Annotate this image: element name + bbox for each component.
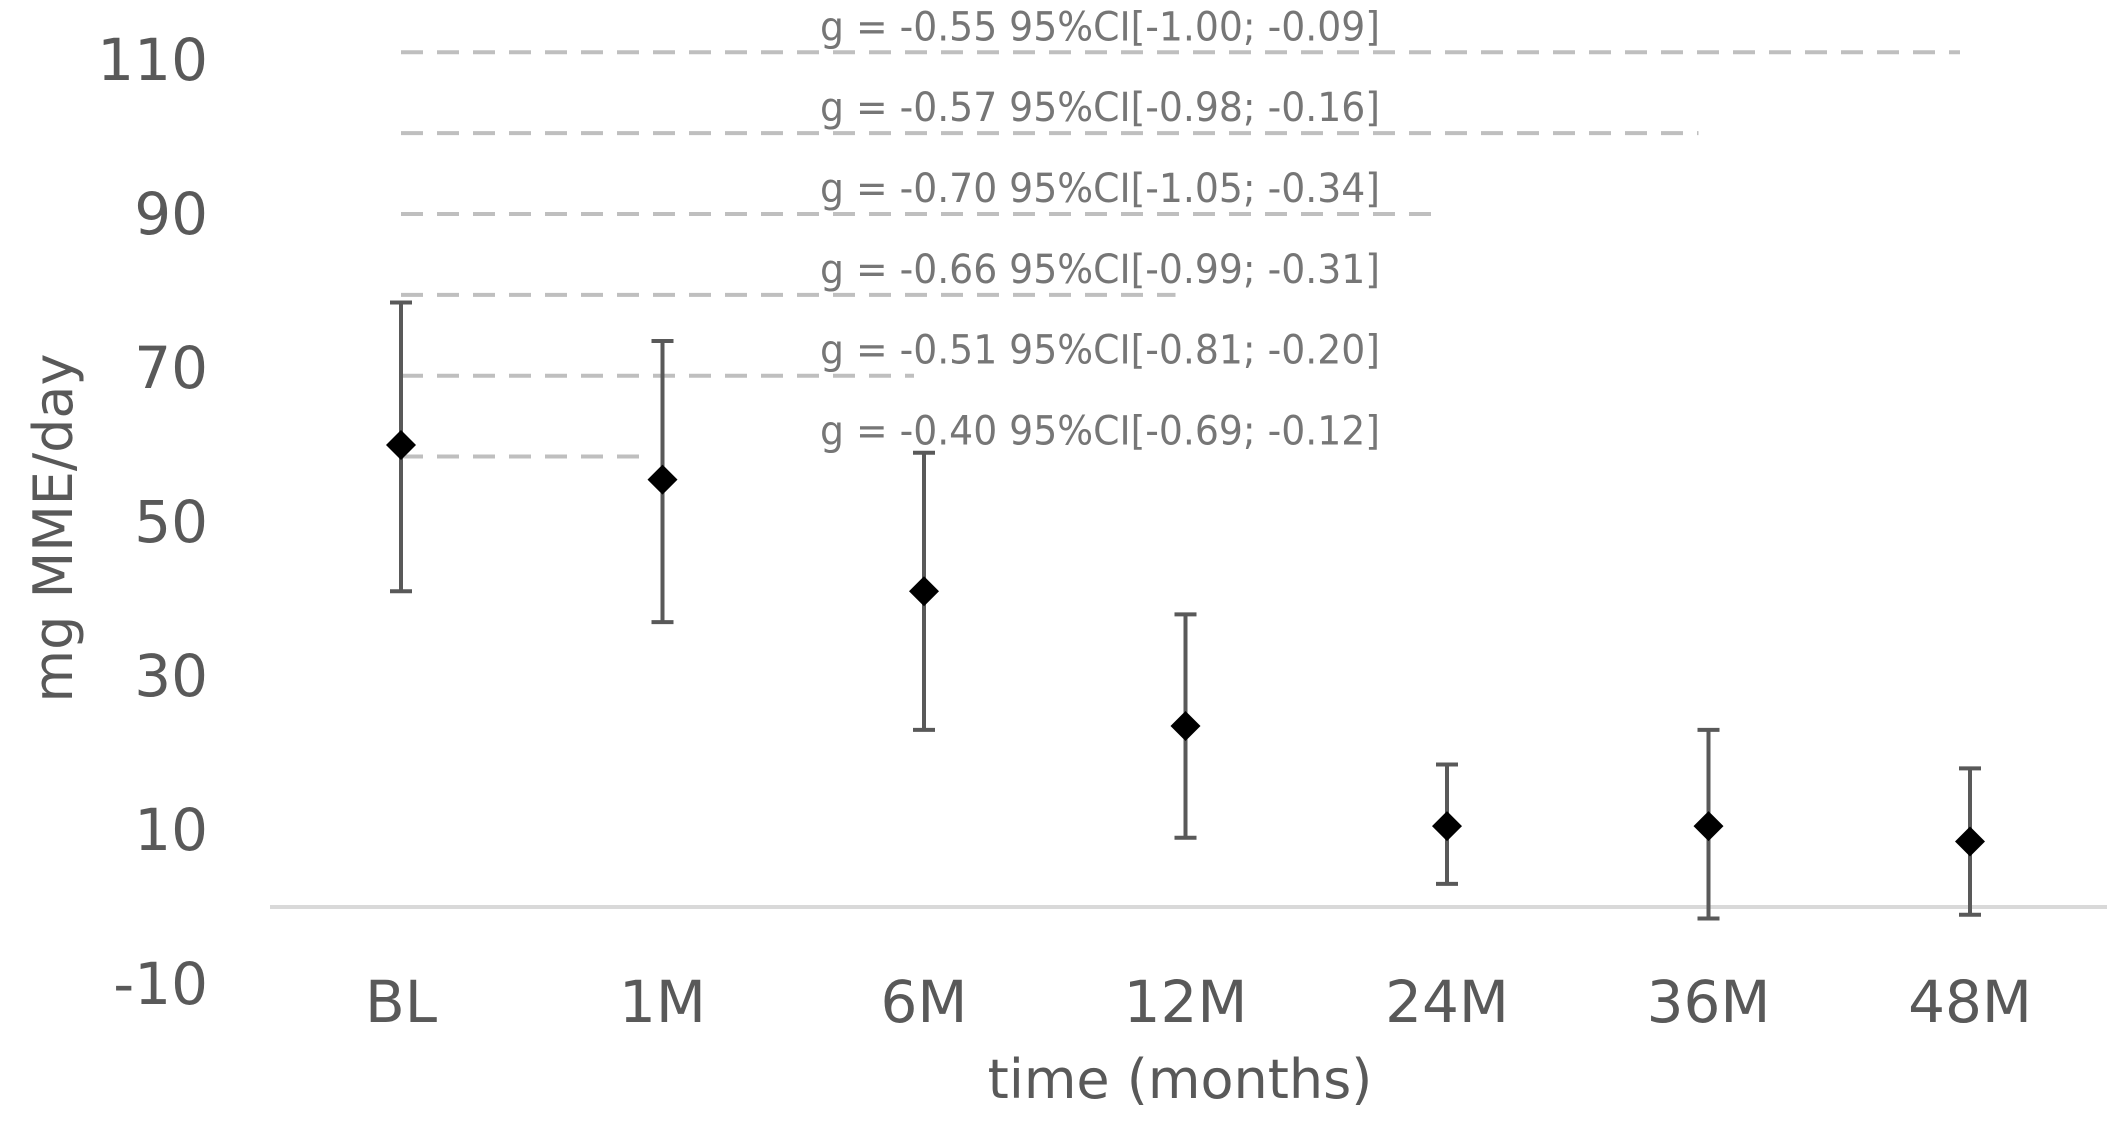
x-tick-label: 1M <box>619 968 706 1036</box>
data-point <box>1955 826 1985 857</box>
x-tick-label: 48M <box>1908 968 2032 1036</box>
x-tick-label: BL <box>365 968 437 1036</box>
y-tick-label: 70 <box>134 334 208 402</box>
y-tick-label: 90 <box>134 180 208 248</box>
y-tick-label: 110 <box>97 26 208 94</box>
comparison-labels: g = -0.40 95%CI[-0.69; -0.12] g = -0.51 9… <box>820 4 1380 454</box>
y-tick-label: 50 <box>134 488 208 556</box>
x-tick-label: 6M <box>881 968 968 1036</box>
data-point <box>647 464 678 495</box>
x-axis-title: time (months) <box>988 1048 1373 1111</box>
y-tick-label: 10 <box>134 796 208 864</box>
y-tick-label: 30 <box>134 642 208 710</box>
error-bars <box>390 300 1981 921</box>
comparison-brackets <box>401 50 1960 459</box>
x-tick-labels: BL 1M 6M 12M 24M 36M 48M <box>365 968 2032 1036</box>
data-markers <box>386 430 1985 857</box>
comparison-label: g = -0.70 95%CI[-1.05; -0.34] <box>820 166 1380 212</box>
x-tick-label: 24M <box>1385 968 1509 1036</box>
comparison-label: g = -0.55 95%CI[-1.00; -0.09] <box>820 4 1380 50</box>
x-tick-label: 36M <box>1647 968 1771 1036</box>
comparison-label: g = -0.40 95%CI[-0.69; -0.12] <box>820 409 1380 455</box>
y-tick-label: -10 <box>113 950 208 1018</box>
data-point <box>386 430 416 460</box>
y-tick-labels: -10 10 30 50 70 90 110 <box>97 26 208 1018</box>
data-point <box>909 576 939 607</box>
x-tick-label: 12M <box>1124 968 1248 1036</box>
data-point <box>1693 811 1724 842</box>
comparison-label: g = -0.57 95%CI[-0.98; -0.16] <box>820 85 1380 131</box>
comparison-label: g = -0.51 95%CI[-0.81; -0.20] <box>820 328 1380 374</box>
data-point <box>1170 711 1201 742</box>
comparison-label: g = -0.66 95%CI[-0.99; -0.31] <box>820 247 1380 293</box>
data-point <box>1432 811 1462 842</box>
y-axis-title: mg MME/day <box>22 354 85 703</box>
